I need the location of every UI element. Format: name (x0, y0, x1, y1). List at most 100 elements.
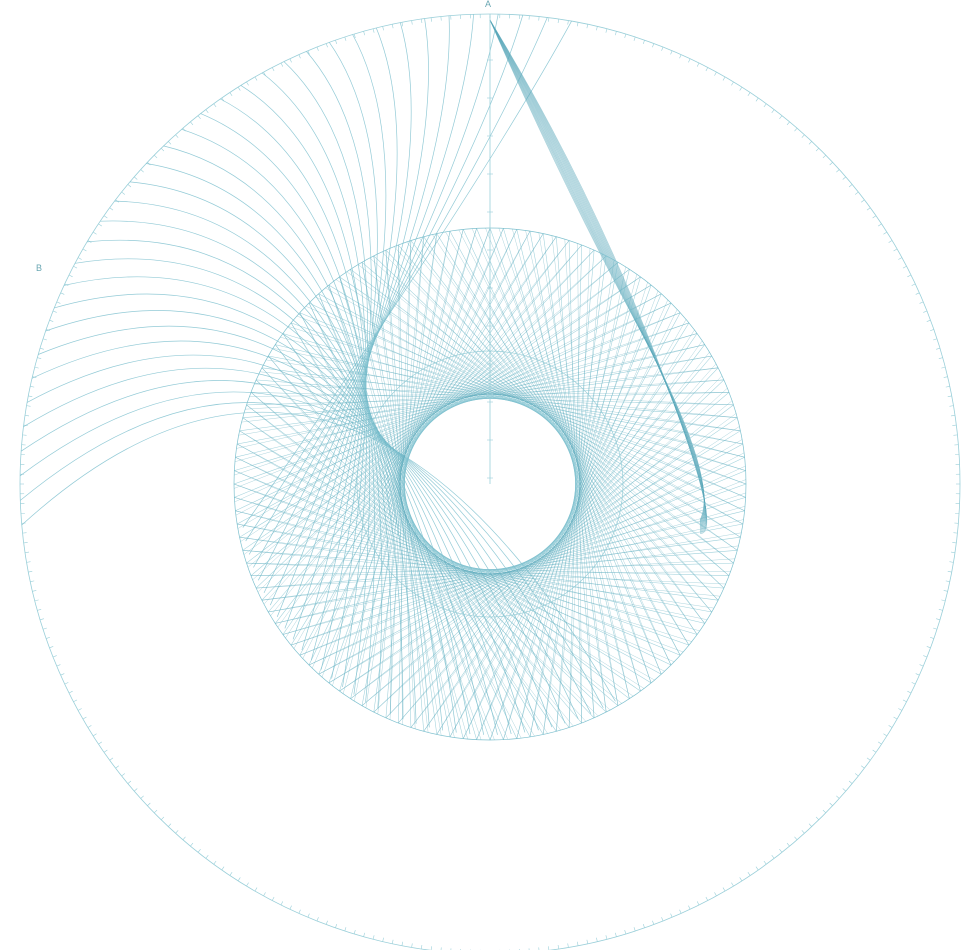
scale-tick (950, 415, 956, 417)
envelope-chord (512, 228, 641, 692)
scale-tick (888, 240, 893, 243)
fan-line (276, 22, 412, 618)
scale-tick (596, 26, 598, 31)
scale-tick (696, 901, 700, 906)
scale-tick (46, 636, 51, 639)
fan-line (87, 239, 457, 733)
scale-tick (430, 946, 432, 950)
scale-tick (34, 366, 39, 369)
scale-tick (652, 920, 655, 925)
scale-tick (382, 937, 384, 942)
fan-line (26, 354, 553, 728)
scale-tick (42, 627, 47, 630)
scale-tick (936, 347, 941, 350)
scale-tick (109, 207, 114, 211)
band-line (489, 19, 705, 523)
scale-tick (679, 54, 682, 59)
scale-tick (263, 892, 266, 897)
scale-tick (902, 265, 907, 269)
scale-tick (24, 415, 30, 417)
scale-tick (786, 842, 790, 847)
scale-tick (254, 76, 258, 81)
scale-tick (382, 26, 384, 31)
scale-tick (401, 941, 403, 946)
scale-tick (160, 816, 165, 821)
scale-tick (945, 385, 950, 388)
scale-tick (39, 347, 44, 350)
scale-tick (842, 788, 846, 792)
scale-tick (947, 395, 952, 397)
scale-tick (147, 802, 151, 806)
scale-tick (739, 87, 743, 91)
scale-tick (411, 943, 413, 948)
scale-tick (731, 81, 734, 86)
scale-tick (229, 871, 233, 876)
scale-tick (68, 690, 73, 694)
outer-scale-circle (19, 13, 961, 950)
scale-tick (688, 58, 691, 63)
scale-tick (938, 609, 943, 611)
scale-tick (353, 33, 356, 38)
scale-tick (642, 40, 645, 45)
scale-tick (923, 310, 928, 313)
scale-tick (56, 301, 61, 304)
scale-tick (705, 67, 709, 72)
fan-line (283, 61, 368, 670)
scale-tick (605, 28, 608, 33)
scale-tick (950, 551, 956, 553)
scale-tick (763, 860, 767, 865)
band-line (489, 19, 708, 534)
scale-tick (836, 169, 840, 173)
scale-tick (23, 542, 28, 544)
scale-tick (280, 901, 284, 906)
scale-tick (577, 22, 579, 27)
scale-tick (808, 823, 812, 827)
scale-tick (801, 830, 805, 834)
scale-tick (822, 809, 827, 814)
scale-tick (586, 939, 589, 944)
scale-tick (842, 176, 846, 180)
scale-tick (794, 836, 798, 840)
scale-tick (567, 20, 569, 25)
scale-tick (325, 920, 328, 925)
scale-tick (763, 103, 767, 108)
scale-tick (34, 599, 39, 602)
scale-tick (911, 682, 916, 685)
envelope-chord (476, 228, 662, 675)
scale-tick (652, 43, 655, 48)
scale-tick (372, 935, 375, 940)
scale-tick (747, 92, 751, 97)
scale-tick (642, 923, 645, 928)
scale-tick (933, 627, 938, 630)
scale-tick (883, 231, 887, 235)
scale-tick (548, 946, 550, 950)
scale-tick (893, 716, 898, 720)
scale-tick (771, 109, 775, 113)
fan-line (129, 181, 417, 724)
scale-tick (77, 257, 82, 260)
scale-tick (298, 909, 301, 914)
scale-tick (949, 405, 954, 407)
scale-tick (39, 618, 44, 621)
scale-tick (82, 716, 87, 720)
scale-tick (670, 50, 673, 55)
scale-tick (168, 141, 172, 145)
scale-tick (941, 366, 946, 369)
scale-tick (307, 913, 310, 918)
scale-tick (316, 917, 319, 922)
scale-tick (615, 932, 617, 937)
scale-tick (49, 646, 54, 649)
scale-tick (391, 939, 394, 944)
scale-tick (52, 655, 57, 658)
scale-tick (919, 301, 924, 304)
scale-tick (688, 905, 691, 910)
scale-tick (943, 376, 948, 378)
scale-tick (289, 905, 292, 910)
fan-line (74, 258, 471, 735)
fan-line (114, 200, 430, 728)
fan-line (45, 310, 512, 735)
scale-tick (815, 147, 820, 152)
scale-tick (919, 664, 924, 667)
scale-tick (160, 147, 165, 152)
